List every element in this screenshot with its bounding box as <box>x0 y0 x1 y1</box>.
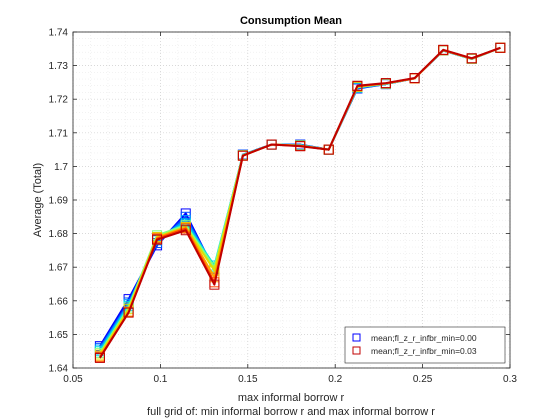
y-tick-label: 1.67 <box>49 263 69 274</box>
data-point <box>152 234 163 245</box>
data-point <box>180 225 191 236</box>
ticks: 0.05 0.1 0.15 0.2 0.25 0.3 1.64 1.65 1.66 1.67 1.6… <box>49 28 518 386</box>
legend-label: mean;fl_z_r_infbr_min=0.00 <box>371 333 477 343</box>
legend-marker <box>352 333 361 342</box>
data-point <box>295 141 306 152</box>
data-point <box>495 42 506 53</box>
legend: mean;fl_z_r_infbr_min=0.00 mean;fl_z_r_in… <box>344 326 506 364</box>
data-point <box>380 78 391 89</box>
y-tick-label: 1.69 <box>49 196 69 207</box>
y-tick-label: 1.64 <box>49 364 69 375</box>
data-point <box>94 352 105 363</box>
data-point <box>123 307 134 318</box>
y-tick-label: 1.7 <box>54 162 68 173</box>
data-series <box>94 42 506 363</box>
data-point <box>209 279 220 290</box>
series-group <box>94 42 506 363</box>
series-line <box>99 46 501 359</box>
x-tick-label: 0.25 <box>413 374 433 385</box>
y-tick-label: 1.68 <box>49 229 69 240</box>
x-tick-label: 0.2 <box>328 374 342 385</box>
data-point <box>323 144 334 155</box>
legend-box <box>344 326 506 364</box>
data-point <box>466 53 477 64</box>
x-tick-label: 0.3 <box>503 374 517 385</box>
legend-label: mean;fl_z_r_infbr_min=0.03 <box>371 346 477 356</box>
axes-background <box>73 32 510 368</box>
y-tick-label: 1.66 <box>49 296 69 307</box>
y-axis-title: Average (Total) <box>32 163 44 237</box>
legend-marker <box>352 346 361 355</box>
y-tick-label: 1.65 <box>49 330 69 341</box>
x-axis-subtitle: full grid of: min informal borrow r and … <box>147 406 435 418</box>
data-point <box>409 73 420 84</box>
x-tick-label: 0.1 <box>153 374 167 385</box>
data-point <box>266 139 277 150</box>
data-point <box>352 80 363 91</box>
x-tick-label: 0.15 <box>238 374 258 385</box>
y-tick-label: 1.72 <box>49 95 69 106</box>
data-point <box>438 44 449 55</box>
y-tick-label: 1.73 <box>49 61 69 72</box>
data-point <box>237 150 248 161</box>
plot-area: 0.05 0.1 0.15 0.2 0.25 0.3 1.64 1.65 1.66 1.67 1.6… <box>49 28 518 386</box>
x-tick-label: 0.05 <box>63 374 83 385</box>
x-axis-title: max informal borrow r <box>238 392 345 404</box>
y-tick-label: 1.71 <box>49 128 69 139</box>
chart-title: Consumption Mean <box>240 15 342 27</box>
y-tick-label: 1.74 <box>49 28 69 39</box>
